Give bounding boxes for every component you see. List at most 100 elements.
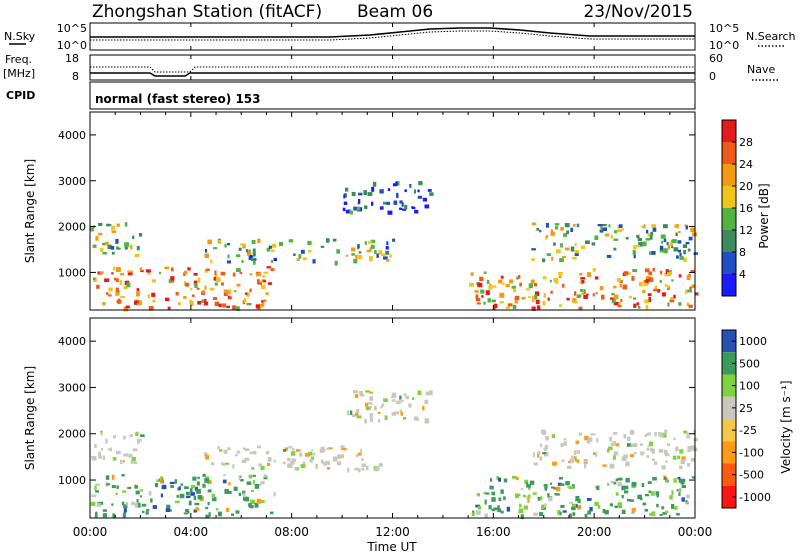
scatter-cell — [372, 181, 377, 187]
scatter-cell — [613, 481, 617, 485]
scatter-cell — [669, 299, 675, 303]
scatter-cell — [208, 489, 212, 492]
scatter-cell — [253, 258, 257, 261]
scatter-cell — [107, 448, 111, 451]
scatter-cell — [685, 225, 688, 230]
scatter-cell — [100, 432, 103, 436]
scatter-cell — [204, 298, 207, 303]
scatter-cell — [414, 209, 419, 214]
scatter-cell — [653, 288, 658, 292]
scatter-cell — [584, 435, 589, 441]
scatter-cell — [228, 482, 231, 486]
scatter-cell — [194, 486, 198, 490]
y-tick-label: 2000 — [58, 221, 86, 234]
scatter-cell — [516, 276, 519, 280]
scatter-cell — [562, 510, 567, 513]
colorbar-swatch — [722, 374, 736, 397]
scatter-cell — [480, 289, 485, 294]
scatter-cell — [693, 252, 698, 255]
scatter-cell — [628, 295, 632, 299]
scatter-cell — [680, 459, 685, 465]
scatter-cell — [160, 478, 163, 484]
scatter-cell — [569, 458, 574, 464]
scatter-cell — [136, 502, 141, 508]
scatter-cell — [111, 272, 114, 275]
scatter-cell — [350, 247, 356, 252]
scatter-cell — [474, 290, 479, 293]
scatter-cell — [402, 208, 407, 211]
scatter-cell — [693, 437, 698, 442]
freq-left-tick-bottom: 8 — [72, 70, 79, 83]
scatter-cell — [140, 434, 145, 437]
scatter-cell — [205, 249, 208, 253]
scatter-cell — [559, 258, 564, 263]
scatter-cell — [326, 447, 330, 450]
scatter-cell — [207, 501, 210, 506]
scatter-cell — [673, 478, 677, 483]
scatter-cell — [403, 393, 407, 397]
scatter-cell — [203, 301, 209, 306]
scatter-cell — [690, 227, 695, 232]
scatter-cell — [560, 243, 563, 248]
scatter-cell — [673, 247, 679, 252]
scatter-cell — [476, 510, 481, 515]
scatter-cell — [498, 279, 503, 284]
scatter-cell — [586, 440, 591, 444]
scatter-cell — [621, 485, 626, 491]
scatter-cell — [592, 293, 595, 297]
scatter-cell — [342, 207, 346, 212]
scatter-cell — [682, 244, 688, 248]
scatter-cell — [273, 460, 276, 463]
scatter-cell — [394, 411, 399, 415]
scatter-cell — [244, 457, 250, 462]
scatter-cell — [581, 292, 585, 295]
scatter-cell — [376, 253, 379, 258]
scatter-cell — [686, 494, 690, 499]
scatter-cell — [90, 227, 94, 232]
scatter-cell — [252, 480, 255, 485]
scatter-cell — [102, 252, 108, 255]
scatter-cell — [254, 502, 259, 508]
scatter-cell — [174, 479, 178, 484]
scatter-cell — [642, 241, 647, 247]
scatter-cell — [148, 491, 152, 496]
scatter-cell — [546, 253, 551, 257]
scatter-cell — [367, 192, 373, 196]
scatter-cell — [169, 509, 172, 512]
scatter-cell — [611, 299, 616, 304]
scatter-cell — [213, 276, 216, 281]
scatter-cell — [602, 464, 607, 467]
scatter-cell — [500, 510, 504, 514]
scatter-cell — [686, 302, 690, 307]
scatter-cell — [213, 297, 218, 300]
noise-sky-label: N.Sky — [4, 30, 36, 43]
scatter-cell — [678, 492, 681, 496]
scatter-cell — [369, 391, 374, 394]
scatter-cell — [664, 272, 669, 277]
scatter-cell — [575, 440, 580, 444]
scatter-cell — [351, 253, 355, 256]
scatter-cell — [168, 279, 171, 284]
scatter-cell — [572, 224, 576, 227]
scatter-cell — [212, 496, 217, 502]
colorbar-tick-label: 4 — [739, 268, 746, 281]
scatter-cell — [165, 508, 170, 512]
scatter-cell — [345, 187, 349, 192]
scatter-cell — [624, 485, 629, 490]
scatter-cell — [160, 476, 164, 479]
noise-right-tick-bottom: 10^0 — [709, 39, 739, 52]
scatter-cell — [547, 493, 550, 498]
scatter-cell — [428, 390, 433, 396]
scatter-cell — [569, 501, 574, 504]
scatter-cell — [167, 306, 171, 310]
scatter-cell — [170, 267, 174, 272]
scatter-cell — [586, 293, 589, 296]
scatter-cell — [382, 201, 387, 205]
scatter-cell — [256, 279, 260, 284]
scatter-cell — [573, 456, 577, 459]
scatter-cell — [661, 240, 664, 244]
scatter-cell — [537, 496, 541, 501]
scatter-cell — [183, 296, 187, 299]
scatter-cell — [100, 501, 104, 505]
scatter-cell — [98, 455, 102, 459]
